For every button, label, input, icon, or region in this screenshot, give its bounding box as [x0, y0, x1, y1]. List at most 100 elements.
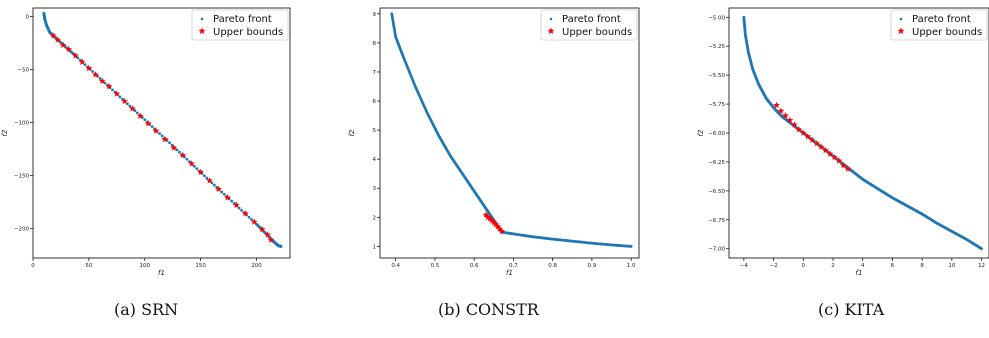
- legend: Pareto front Upper bounds: [191, 9, 289, 41]
- upper-bound-point: [72, 52, 79, 59]
- pareto-point: [120, 97, 124, 101]
- pareto-point: [230, 199, 234, 203]
- pareto-point: [125, 102, 129, 106]
- y-tick-label: −6.75: [708, 218, 725, 224]
- y-tick-label: −6.25: [708, 160, 725, 166]
- upper-bound-point: [188, 160, 196, 167]
- x-tick-label: 100: [139, 263, 150, 269]
- upper-bound-point: [777, 107, 785, 114]
- upper-bound-point: [250, 218, 258, 225]
- pareto-point: [83, 63, 87, 67]
- upper-bound-point: [482, 211, 490, 218]
- upper-bound-point: [105, 82, 113, 90]
- upper-bound-point: [161, 135, 169, 143]
- upper-bound-point: [121, 97, 129, 105]
- upper-bound-point: [206, 177, 213, 184]
- y-tick-label: −150: [14, 173, 30, 179]
- upper-bound-point: [490, 218, 498, 226]
- upper-bound-point: [831, 153, 838, 161]
- pareto-point: [237, 206, 241, 210]
- y-tick-label: 2: [373, 215, 377, 221]
- x-tick-label: 0.8: [548, 263, 557, 269]
- legend-label-upper: Upper bounds: [912, 27, 982, 38]
- legend-box: [540, 9, 638, 41]
- legend-label-pareto: Pareto front: [562, 14, 621, 25]
- upper-bounds-series: [482, 211, 506, 235]
- upper-bound-point: [790, 121, 798, 128]
- upper-bound-point: [494, 223, 502, 230]
- pareto-point: [220, 190, 224, 194]
- legend-box: [191, 9, 289, 41]
- upper-bound-point: [822, 146, 829, 154]
- y-tick-label: −5.50: [708, 73, 725, 79]
- upper-bound-point: [179, 151, 187, 159]
- upper-bound-point: [786, 116, 794, 124]
- pareto-point: [188, 160, 191, 164]
- y-tick-label: −6.00: [708, 131, 725, 137]
- upper-bound-point: [488, 217, 496, 224]
- y-axis-label: f2: [1, 129, 9, 136]
- upper-bound-point: [170, 144, 178, 151]
- pareto-point: [629, 244, 633, 248]
- upper-bound-point: [486, 215, 494, 222]
- legend-label-pareto: Pareto front: [912, 14, 971, 25]
- x-tick-label: 0.5: [431, 263, 440, 269]
- upper-bound-point: [113, 90, 121, 97]
- legend-dot-icon: [549, 17, 553, 21]
- plot-frame: [379, 7, 640, 259]
- upper-bound-point: [49, 31, 57, 39]
- upper-bound-point: [144, 119, 152, 127]
- pareto-point: [222, 192, 226, 196]
- pareto-point: [178, 150, 181, 154]
- upper-bound-point: [54, 36, 62, 43]
- pareto-point: [111, 88, 114, 92]
- pareto-point: [158, 132, 162, 135]
- chart-srn: 0 50 100 150 200 0 −50 −100 −150 −200 f1 f2 Pareto f…: [1, 7, 291, 277]
- x-tick-label: 0.6: [470, 263, 479, 269]
- upper-bound-point: [65, 45, 73, 53]
- legend: Pareto front Upper bounds: [890, 9, 988, 41]
- pareto-point: [193, 164, 196, 168]
- x-tick-label: 0: [31, 263, 35, 269]
- upper-bound-point: [813, 139, 821, 147]
- upper-bound-point: [215, 185, 222, 193]
- upper-bound-point: [844, 165, 852, 172]
- legend-star-icon: [198, 27, 206, 35]
- x-tick-label: −2: [770, 263, 778, 269]
- legend-dot-icon: [200, 17, 204, 21]
- upper-bound-point: [129, 105, 136, 112]
- pareto-point: [202, 174, 206, 178]
- x-tick-label: 200: [251, 263, 262, 269]
- caption-srn: (a) SRN: [114, 300, 179, 319]
- upper-bound-point: [799, 129, 807, 136]
- y-tick-label: −200: [14, 226, 30, 232]
- x-tick-label: −4: [740, 263, 749, 269]
- y-tick-label: 1: [373, 244, 377, 250]
- upper-bound-point: [835, 157, 843, 164]
- upper-bound-point: [773, 101, 780, 109]
- upper-bound-point: [85, 64, 93, 72]
- legend-label-upper: Upper bounds: [562, 27, 632, 38]
- upper-bound-point: [484, 213, 492, 221]
- upper-bound-point: [136, 112, 144, 119]
- x-tick-label: 12: [978, 263, 985, 269]
- x-axis-label: f1: [158, 269, 165, 277]
- x-tick-label: 4: [861, 263, 865, 269]
- plot-frame: [728, 7, 989, 259]
- upper-bound-point: [808, 136, 816, 143]
- pareto-front-series: [742, 15, 983, 251]
- upper-bound-point: [795, 125, 803, 133]
- pareto-point: [195, 167, 199, 171]
- chart-kita: −4 −2 0 2 4 6 8 10 12 −5.00 −5.25 −5.50 −5.75 −6.00 −6…: [697, 7, 989, 277]
- upper-bound-point: [241, 209, 249, 217]
- x-tick-label: 0.9: [588, 263, 597, 269]
- upper-bound-point: [59, 41, 67, 48]
- y-axis-label: f2: [348, 129, 356, 136]
- pareto-front-series: [390, 12, 633, 248]
- caption-kita: (c) KITA: [818, 300, 885, 319]
- pareto-point: [175, 148, 179, 152]
- y-axis-label: f2: [697, 129, 705, 136]
- y-tick-label: 9: [373, 12, 377, 18]
- x-tick-label: 8: [920, 263, 924, 269]
